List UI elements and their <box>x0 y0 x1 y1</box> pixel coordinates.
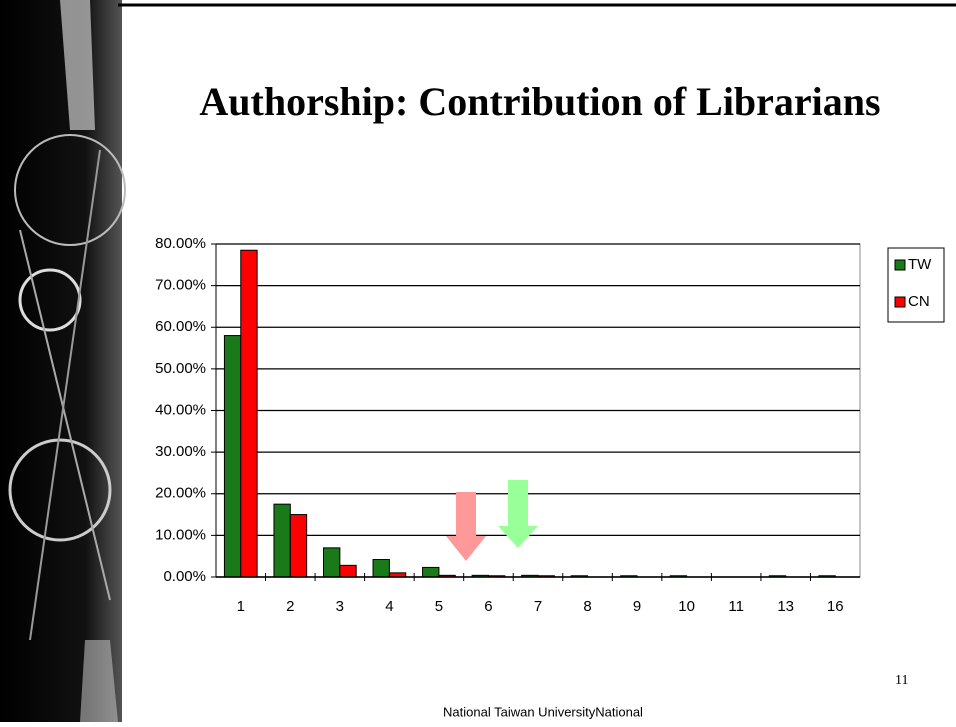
y-tick-label: 50.00% <box>155 360 206 377</box>
y-tick-label: 80.00% <box>155 235 206 252</box>
bar <box>274 504 290 577</box>
x-tick-label: 3 <box>336 598 344 615</box>
slide: Authorship: Contribution of Librarians 0… <box>0 0 956 722</box>
legend-swatch <box>895 297 905 307</box>
y-tick-label: 60.00% <box>155 318 206 335</box>
x-tick-label: 6 <box>484 598 492 615</box>
x-tick-label: 13 <box>777 598 794 615</box>
x-tick-label: 1 <box>237 598 245 615</box>
bar <box>224 336 240 577</box>
bar <box>323 548 339 577</box>
x-tick-label: 10 <box>678 598 695 615</box>
y-tick-label: 20.00% <box>155 485 206 502</box>
legend-swatch <box>895 260 905 270</box>
x-tick-label: 16 <box>827 598 844 615</box>
x-tick-label: 11 <box>728 598 744 615</box>
y-tick-label: 40.00% <box>155 401 206 418</box>
bar <box>373 560 389 577</box>
y-tick-label: 0.00% <box>163 568 206 585</box>
legend-label: TW <box>908 256 932 273</box>
x-tick-label: 5 <box>435 598 443 615</box>
bar <box>423 567 439 577</box>
slide-title: Authorship: Contribution of Librarians <box>199 79 880 124</box>
bar <box>290 515 306 577</box>
y-tick-label: 10.00% <box>155 526 206 543</box>
bar <box>241 250 257 577</box>
page-number: 11 <box>895 673 908 688</box>
page: {"chart_data": {"type": "bar", "title": … <box>0 0 956 722</box>
x-tick-label: 2 <box>286 598 294 615</box>
decoration-strip <box>0 0 125 722</box>
x-tick-label: 9 <box>633 598 641 615</box>
footer: National Taiwan UniversityNational <box>443 704 643 719</box>
legend-label: CN <box>908 293 930 310</box>
y-tick-label: 30.00% <box>155 443 206 460</box>
x-tick-label: 8 <box>583 598 591 615</box>
x-tick-label: 4 <box>385 598 393 615</box>
y-tick-label: 70.00% <box>155 277 206 294</box>
x-tick-label: 7 <box>534 598 542 615</box>
bar <box>340 565 356 577</box>
